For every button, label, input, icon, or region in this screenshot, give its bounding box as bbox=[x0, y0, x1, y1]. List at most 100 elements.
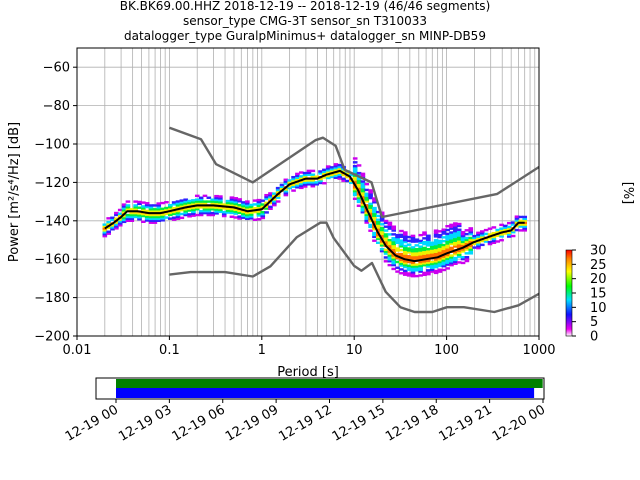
density-cell bbox=[472, 242, 477, 245]
density-cell bbox=[141, 214, 146, 218]
density-cell bbox=[487, 233, 493, 236]
density-cell bbox=[345, 179, 350, 183]
density-cell bbox=[491, 237, 497, 241]
density-cell bbox=[314, 175, 319, 178]
density-cell bbox=[356, 183, 362, 186]
density-cell bbox=[233, 208, 239, 211]
density-cell bbox=[495, 230, 501, 234]
density-cell bbox=[368, 219, 373, 223]
density-cell bbox=[410, 273, 416, 276]
density-cell bbox=[229, 211, 235, 215]
density-cell bbox=[167, 204, 173, 207]
density-cell bbox=[402, 235, 408, 238]
density-cell bbox=[468, 232, 474, 236]
density-cell bbox=[372, 231, 377, 235]
density-cell bbox=[198, 206, 204, 209]
density-cell bbox=[453, 245, 458, 248]
psd-segments-bar bbox=[116, 388, 535, 398]
density-cell bbox=[410, 269, 416, 272]
density-cell bbox=[372, 220, 377, 223]
density-cell bbox=[456, 236, 462, 239]
density-cell bbox=[141, 201, 146, 204]
density-cell bbox=[383, 225, 389, 228]
density-cell bbox=[460, 242, 466, 245]
density-cell bbox=[433, 242, 439, 246]
density-cell bbox=[264, 201, 269, 205]
density-cell bbox=[114, 221, 119, 224]
y-tick-label: −200 bbox=[34, 330, 70, 345]
density-cell bbox=[518, 219, 524, 222]
density-cell bbox=[179, 212, 185, 216]
density-cell bbox=[194, 206, 200, 209]
density-cell bbox=[306, 173, 312, 176]
density-cell bbox=[268, 192, 273, 195]
density-cell bbox=[422, 250, 427, 253]
density-cell bbox=[422, 271, 427, 275]
data-coverage-bar bbox=[116, 379, 543, 388]
density-cell bbox=[295, 172, 300, 176]
density-cell bbox=[426, 244, 431, 247]
density-cell bbox=[441, 251, 447, 254]
density-cell bbox=[156, 213, 162, 217]
plot-area bbox=[77, 48, 539, 336]
density-cell bbox=[464, 236, 470, 240]
density-cell bbox=[445, 253, 450, 257]
density-cell bbox=[379, 242, 385, 245]
density-cell bbox=[248, 207, 254, 210]
density-cell bbox=[472, 246, 477, 249]
density-cell bbox=[272, 203, 277, 207]
density-cell bbox=[429, 241, 435, 245]
density-cell bbox=[464, 248, 470, 251]
density-cell bbox=[268, 207, 273, 210]
density-cell bbox=[518, 223, 524, 226]
density-cell bbox=[148, 210, 154, 213]
density-cell bbox=[387, 244, 393, 248]
density-cell bbox=[483, 228, 489, 232]
density-cell bbox=[379, 249, 385, 253]
density-cell bbox=[433, 240, 439, 244]
density-cell bbox=[364, 200, 370, 203]
density-cell bbox=[418, 266, 423, 269]
density-cell bbox=[171, 212, 177, 216]
density-cell bbox=[441, 247, 447, 251]
density-cell bbox=[245, 213, 250, 217]
density-cell bbox=[379, 248, 385, 251]
density-cell bbox=[152, 217, 158, 221]
density-cell bbox=[175, 202, 181, 205]
density-cell bbox=[125, 204, 131, 207]
density-cell bbox=[449, 242, 454, 246]
density-cell bbox=[379, 223, 385, 226]
density-cell bbox=[414, 267, 420, 270]
density-cell bbox=[218, 202, 223, 206]
density-cell bbox=[376, 241, 381, 244]
density-cell bbox=[214, 212, 219, 215]
chart-title: BK.BK69.00.HHZ 2018-12-19 -- 2018-12-19 … bbox=[120, 0, 491, 43]
density-cell bbox=[322, 182, 327, 185]
density-cell bbox=[429, 247, 435, 250]
density-cell bbox=[506, 235, 512, 238]
density-cell bbox=[399, 252, 404, 256]
density-cell bbox=[383, 237, 389, 240]
density-cell bbox=[106, 226, 111, 230]
density-cell bbox=[268, 194, 273, 197]
density-cell bbox=[449, 233, 454, 236]
density-cell bbox=[456, 245, 462, 249]
density-cell bbox=[191, 208, 196, 212]
x-tick-label: 100 bbox=[434, 343, 459, 358]
density-cell bbox=[106, 232, 111, 235]
density-cell bbox=[287, 179, 293, 182]
density-cell bbox=[218, 195, 223, 198]
density-cell bbox=[287, 181, 293, 184]
density-cell bbox=[310, 185, 316, 188]
density-cell bbox=[379, 234, 385, 237]
density-cell bbox=[291, 189, 296, 192]
density-cell bbox=[483, 240, 489, 243]
density-cell bbox=[156, 215, 162, 219]
density-cell bbox=[237, 217, 242, 220]
density-cell bbox=[426, 249, 431, 253]
density-cell bbox=[399, 272, 404, 275]
density-cell bbox=[476, 235, 481, 238]
density-cell bbox=[368, 202, 373, 206]
density-cell bbox=[148, 213, 154, 217]
